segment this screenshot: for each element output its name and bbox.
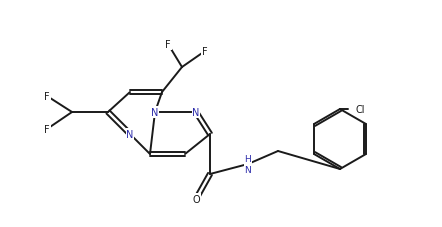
Text: F: F bbox=[44, 124, 50, 134]
Text: F: F bbox=[202, 47, 208, 57]
Text: H
N: H N bbox=[244, 155, 251, 174]
Text: F: F bbox=[165, 40, 171, 50]
Text: N: N bbox=[192, 108, 200, 118]
Text: N: N bbox=[126, 129, 133, 139]
Text: F: F bbox=[44, 92, 50, 101]
Text: O: O bbox=[192, 194, 200, 204]
Text: Cl: Cl bbox=[356, 105, 366, 114]
Text: N: N bbox=[151, 108, 159, 118]
